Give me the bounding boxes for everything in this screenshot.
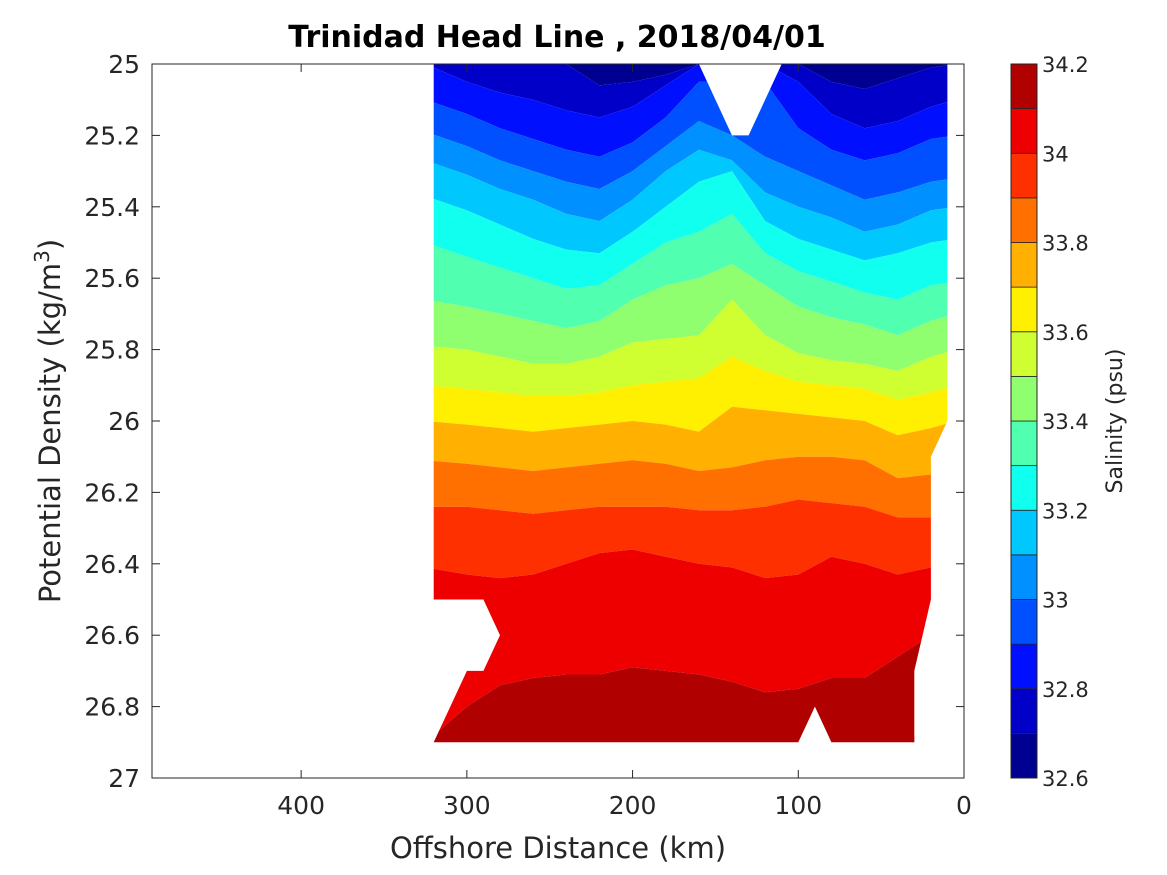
y-tick-label: 25.4 [84, 193, 140, 222]
contour-band [433, 635, 948, 743]
colorbar-tick-label: 32.6 [1042, 767, 1089, 791]
contour-band [433, 456, 948, 518]
y-tick-label: 26.4 [84, 550, 140, 579]
y-tick-label: 26.6 [84, 621, 140, 650]
y-tick-label: 26.2 [84, 478, 140, 507]
contour-band [433, 64, 948, 161]
colorbar-swatch [1010, 197, 1038, 243]
contour-bands [433, 64, 948, 743]
colorbar-label: Salinity (psu) [1103, 349, 1128, 494]
contour-band [433, 171, 948, 300]
colorbar-tick-label: 32.8 [1042, 678, 1089, 702]
colorbar-tick-label: 34.2 [1042, 53, 1089, 77]
high-salinity-patch [872, 735, 915, 743]
colorbar-frame [1010, 63, 1038, 779]
colorbar-swatch [1010, 286, 1038, 333]
x-tick-label: 400 [277, 791, 325, 820]
y-tick-label: 25.8 [84, 336, 140, 365]
y-tick-label: 27 [108, 764, 140, 793]
colorbar-tick-label: 33 [1042, 589, 1069, 613]
colorbar-swatch [1010, 420, 1038, 467]
colorbar-tick-label: 34 [1042, 142, 1069, 166]
colorbar-swatch [1010, 152, 1038, 199]
x-axis-ticks: 400 300 200 100 0 [277, 64, 972, 820]
colorbar-swatch [1010, 375, 1038, 422]
y-axis-ticks: 25 25.2 25.4 25.6 25.8 26 26.2 26.4 26.6 26.8 27 [84, 50, 964, 793]
contour-band [433, 121, 948, 232]
y-axis-label: Potential Density (kg/m3) [30, 239, 67, 603]
contour-band [433, 149, 948, 261]
y-tick-label: 25.2 [84, 121, 140, 150]
x-tick-label: 300 [443, 791, 491, 820]
colorbar [1010, 63, 1038, 779]
colorbar-tick-label: 33.2 [1042, 499, 1089, 523]
x-tick-label: 0 [956, 791, 972, 820]
y-tick-label: 25.6 [84, 264, 140, 293]
chart-title: Trinidad Head Line , 2018/04/01 [288, 20, 825, 55]
y-axis-label-close: ) [33, 239, 67, 250]
y-axis-label-main: Potential Density (kg/m [33, 263, 67, 603]
contour-band [433, 356, 948, 436]
contour-band [433, 549, 948, 743]
x-tick-label: 100 [774, 791, 822, 820]
contour-band [433, 213, 948, 336]
colorbar-tick-label: 33.6 [1042, 321, 1089, 345]
contour-band [433, 406, 948, 479]
contour-band [433, 64, 948, 89]
x-axis-label: Offshore Distance (km) [390, 831, 726, 865]
colorbar-swatch [1010, 108, 1038, 154]
contour-band [433, 299, 948, 400]
contour-band [433, 263, 948, 371]
contour-band [433, 81, 948, 200]
colorbar-swatch [1010, 688, 1038, 734]
colorbar-swatch [1010, 242, 1038, 288]
colorbar-swatch [1010, 554, 1038, 600]
y-tick-label: 26.8 [84, 693, 140, 722]
colorbar-swatch [1010, 599, 1038, 645]
y-tick-label: 25 [108, 50, 140, 79]
contour-band [433, 64, 948, 129]
colorbar-swatch [1010, 643, 1038, 690]
y-axis-label-superscript: 3 [30, 250, 54, 263]
contour-band [433, 499, 948, 579]
colorbar-swatch [1010, 732, 1038, 779]
colorbar-ticks: 32.6 32.8 33 33.2 33.4 33.6 33.8 34 34.2 [1042, 53, 1089, 791]
x-tick-label: 200 [609, 791, 657, 820]
colorbar-swatch [1010, 465, 1038, 511]
colorbar-swatch [1010, 63, 1038, 110]
colorbar-tick-label: 33.8 [1042, 232, 1089, 256]
y-tick-label: 26 [108, 407, 140, 436]
colorbar-swatch [1010, 331, 1038, 377]
colorbar-swatch [1010, 509, 1038, 556]
colorbar-tick-label: 33.4 [1042, 410, 1089, 434]
